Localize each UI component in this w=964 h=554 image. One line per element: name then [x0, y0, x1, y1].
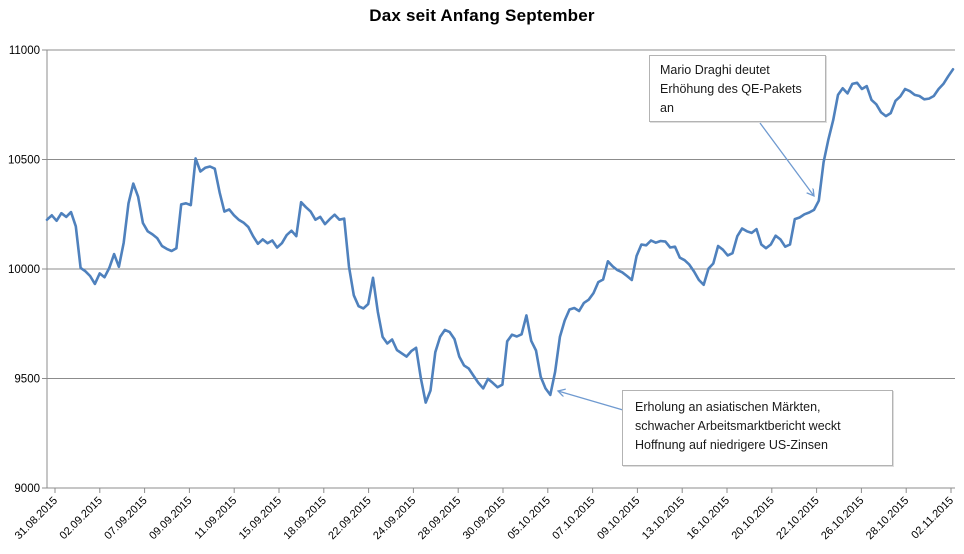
chart-title: Dax seit Anfang September [369, 6, 595, 25]
x-axis-labels: 31.08.201502.09.201507.09.201509.09.2015… [13, 488, 956, 542]
x-tick-label: 02.09.2015 [58, 495, 105, 542]
annotation-draghi-qe: Mario Draghi deutet Erhöhung des QE-Pake… [649, 55, 826, 123]
x-tick-label: 09.10.2015 [595, 495, 642, 542]
x-tick-label: 22.09.2015 [326, 495, 373, 542]
x-tick-label: 30.09.2015 [461, 495, 508, 542]
y-axis-labels: 9000 9500 10000 10500 11000 [8, 45, 40, 495]
x-tick-label: 18.09.2015 [282, 495, 329, 542]
x-tick-label: 16.10.2015 [685, 495, 732, 542]
dax-series-line [45, 68, 955, 404]
x-tick-label: 05.10.2015 [506, 495, 553, 542]
x-tick-label: 24.09.2015 [371, 495, 418, 542]
x-tick-label: 09.09.2015 [147, 495, 194, 542]
x-tick-label: 28.09.2015 [416, 495, 463, 542]
x-tick-label: 13.10.2015 [640, 495, 687, 542]
x-tick-label: 11.09.2015 [192, 495, 239, 542]
annotation-arrow-draghi-qe [759, 122, 814, 196]
x-tick-label: 15.09.2015 [237, 495, 284, 542]
y-tick-label: 9500 [14, 374, 40, 386]
x-tick-label: 02.11.2015 [909, 495, 956, 542]
x-tick-label: 22.10.2015 [774, 495, 821, 542]
x-tick-label: 28.10.2015 [864, 495, 911, 542]
x-tick-label: 26.10.2015 [819, 495, 866, 542]
x-tick-label: 07.10.2015 [550, 495, 597, 542]
x-tick-label: 07.09.2015 [102, 495, 149, 542]
y-tick-label: 10000 [8, 264, 40, 276]
y-tick-label: 10500 [8, 155, 40, 167]
y-tick-label: 9000 [14, 483, 40, 495]
x-tick-label: 31.08.2015 [13, 495, 60, 542]
x-tick-label: 20.10.2015 [730, 495, 777, 542]
y-tick-label: 11000 [9, 45, 40, 57]
axes [46, 50, 955, 489]
annotation-arrow-asia-recovery [558, 391, 624, 411]
annotation-asia-recovery: Erholung an asiatischen Märkten, schwach… [622, 390, 893, 466]
